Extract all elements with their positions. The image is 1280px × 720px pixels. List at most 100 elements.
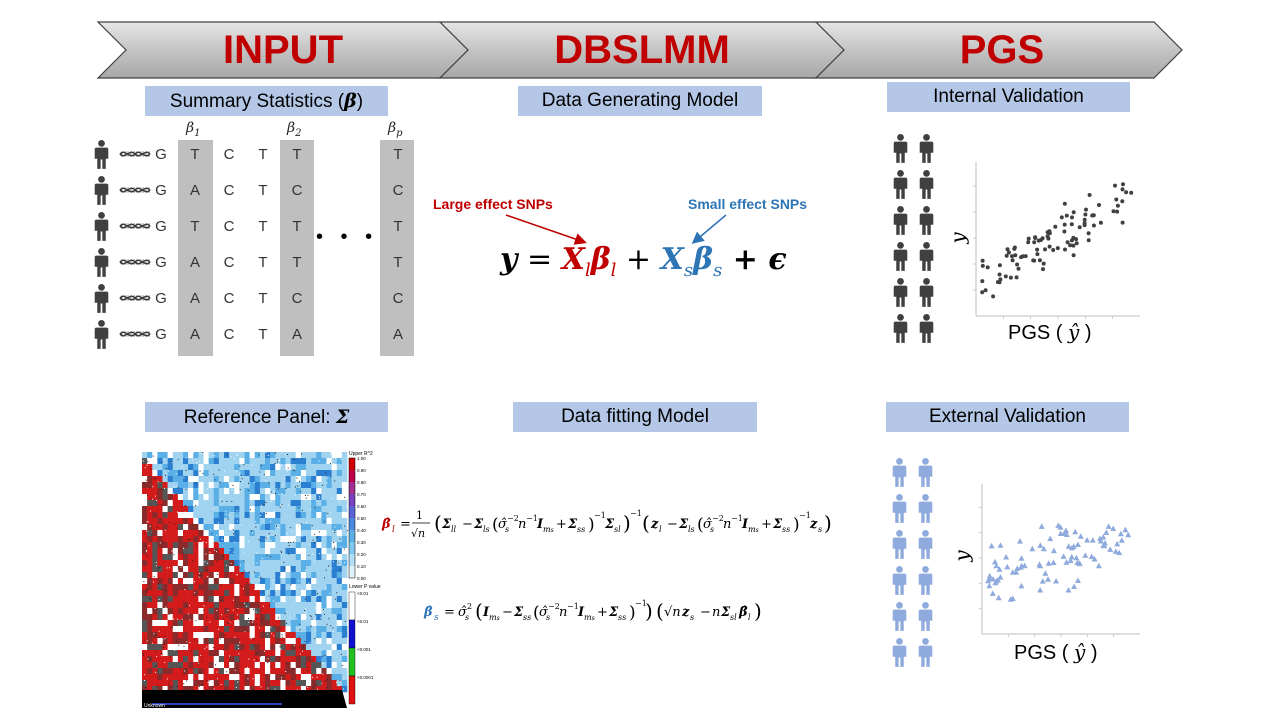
ld-cell — [239, 548, 245, 555]
ld-speckle — [198, 671, 200, 673]
ld-speckle — [263, 474, 265, 476]
ld-cell — [172, 518, 179, 525]
ld-cell — [188, 554, 194, 561]
ld-speckle — [221, 538, 223, 540]
ld-speckle — [300, 523, 302, 525]
ld-cell — [254, 476, 261, 483]
ld-cell — [162, 452, 168, 459]
ld-cell — [311, 668, 317, 675]
ld-cell — [183, 572, 189, 579]
ld-speckle — [248, 621, 250, 623]
ld-speckle — [223, 618, 225, 619]
ld-cell — [290, 584, 297, 591]
ld-speckle — [228, 483, 230, 484]
ld-cell — [183, 680, 189, 687]
ld-cell — [326, 578, 332, 585]
ld-speckle — [230, 572, 232, 574]
ld-cell — [254, 614, 261, 621]
scatter-point — [980, 290, 985, 295]
ld-cell — [203, 668, 209, 675]
ld-cell — [259, 632, 266, 639]
ld-legend-pvalue-swatch — [348, 647, 356, 677]
ld-cell — [172, 524, 179, 531]
ld-speckle — [200, 474, 202, 476]
ld-speckle — [146, 530, 148, 532]
ld-cell — [270, 626, 276, 633]
ld-cell — [203, 464, 209, 471]
svg-text:z: z — [681, 605, 690, 620]
ld-cell — [193, 650, 199, 657]
snp-column-p — [380, 140, 414, 356]
ld-cell — [172, 452, 179, 459]
ld-cell — [300, 506, 307, 513]
nucleotide-cell: T — [258, 326, 268, 343]
ld-cell — [162, 494, 168, 501]
svg-text:−1: −1 — [526, 514, 538, 523]
ld-speckle — [244, 631, 246, 633]
ld-cell — [167, 482, 174, 489]
ld-cell — [198, 602, 204, 609]
ld-speckle — [142, 654, 144, 656]
ld-cell — [244, 554, 250, 561]
nucleotide-cell: C — [291, 182, 303, 199]
ld-cell — [157, 662, 163, 669]
ld-cell — [162, 602, 168, 609]
ld-cell — [213, 662, 220, 669]
ld-cell — [336, 506, 343, 513]
ld-speckle — [284, 601, 286, 603]
ld-cell — [336, 542, 343, 549]
ld-cell — [285, 686, 291, 693]
ld-cell — [244, 644, 250, 651]
ld-cell — [152, 668, 158, 675]
ld-cell — [341, 650, 348, 657]
ld-cell — [326, 602, 332, 609]
svg-text:): ) — [623, 511, 631, 535]
ld-cell — [331, 680, 338, 687]
scatter-point — [1118, 537, 1125, 543]
ld-cell — [254, 530, 261, 537]
scatter-point — [1073, 554, 1080, 561]
ld-cell — [157, 566, 163, 573]
ld-cell — [336, 566, 343, 573]
ld-cell — [213, 482, 220, 489]
ld-cell — [295, 632, 302, 639]
ld-cell — [326, 554, 332, 561]
scatter-point — [1071, 583, 1078, 589]
ld-bottom-bar — [142, 690, 347, 708]
ld-speckle — [256, 618, 258, 620]
ld-speckle — [281, 551, 282, 553]
ld-cell — [203, 608, 209, 615]
ld-cell — [172, 632, 179, 639]
ld-cell — [183, 608, 189, 615]
ld-cell — [306, 578, 312, 585]
ld-cell — [193, 554, 199, 561]
ld-cell — [152, 524, 158, 531]
ld-cell — [326, 614, 332, 621]
ld-cell — [142, 560, 148, 567]
snp-column-2 — [280, 140, 314, 356]
ld-speckle — [224, 487, 226, 489]
ld-speckle — [241, 524, 243, 526]
ld-speckle — [325, 587, 327, 588]
ld-cell — [316, 626, 322, 633]
ld-cell — [306, 668, 312, 675]
ld-cell — [157, 686, 163, 693]
ld-cell — [316, 608, 322, 615]
ld-cell — [295, 470, 302, 477]
ld-cell — [265, 536, 271, 543]
ld-speckle — [216, 560, 218, 562]
ld-cell — [157, 650, 163, 657]
person-icon — [919, 278, 934, 307]
ld-cell — [336, 452, 343, 459]
ld-cell — [316, 590, 322, 597]
ld-cell — [290, 506, 297, 513]
ld-cell — [306, 542, 312, 549]
ld-cell — [183, 596, 189, 603]
ld-cell — [183, 674, 189, 681]
ld-cell — [147, 608, 153, 615]
ld-cell — [311, 674, 317, 681]
ld-cell — [239, 542, 245, 549]
ld-cell — [203, 626, 209, 633]
ld-cell — [188, 452, 194, 459]
ld-cell — [213, 524, 220, 531]
